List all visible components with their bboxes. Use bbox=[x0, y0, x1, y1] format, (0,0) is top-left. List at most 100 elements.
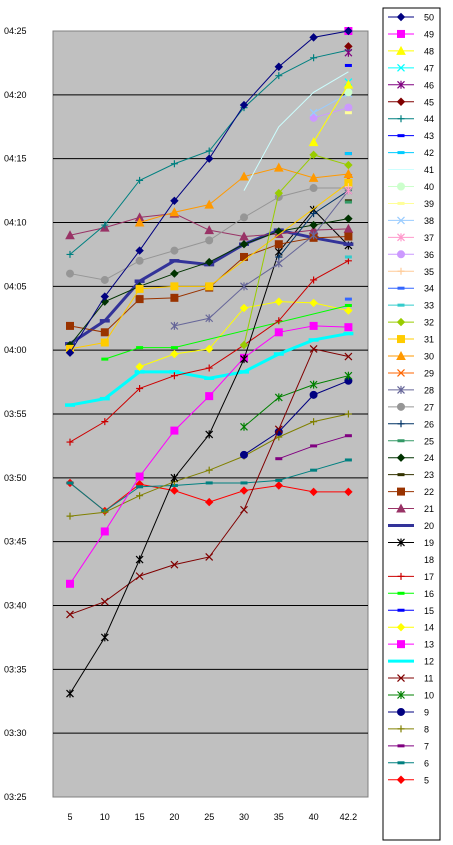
data-point bbox=[397, 402, 405, 411]
series-25 bbox=[344, 200, 352, 204]
legend-item-24: 24 bbox=[388, 453, 434, 463]
x-tick-label: 20 bbox=[169, 812, 179, 822]
data-point bbox=[274, 297, 284, 306]
legend-item-46: 46 bbox=[388, 80, 434, 90]
data-point bbox=[344, 63, 352, 67]
legend-label: 32 bbox=[424, 318, 434, 328]
data-point bbox=[310, 418, 318, 426]
data-point bbox=[170, 349, 179, 359]
data-point bbox=[205, 314, 214, 323]
legend-item-43: 43 bbox=[388, 131, 434, 141]
data-point bbox=[274, 240, 283, 249]
data-point bbox=[397, 473, 405, 477]
data-point bbox=[100, 275, 109, 284]
series-37 bbox=[344, 186, 353, 195]
data-point bbox=[309, 344, 318, 353]
data-point bbox=[100, 338, 109, 347]
legend-item-13: 13 bbox=[388, 640, 434, 650]
data-point bbox=[308, 137, 319, 147]
series-16 bbox=[101, 303, 352, 361]
data-point bbox=[275, 457, 283, 461]
legend-label: 7 bbox=[424, 741, 429, 751]
data-point bbox=[397, 233, 405, 242]
data-point bbox=[170, 282, 179, 291]
legend-label: 25 bbox=[424, 436, 434, 446]
legend-item-5: 5 bbox=[388, 775, 429, 785]
series-line bbox=[69, 182, 349, 350]
legend-label: 50 bbox=[424, 13, 434, 23]
data-point bbox=[344, 371, 353, 380]
data-point bbox=[397, 369, 405, 377]
data-point bbox=[344, 487, 353, 497]
data-point bbox=[309, 231, 318, 240]
data-point bbox=[344, 352, 353, 361]
data-point bbox=[101, 508, 109, 516]
data-point bbox=[66, 481, 74, 485]
data-point bbox=[65, 348, 75, 357]
data-point bbox=[396, 97, 406, 106]
data-point bbox=[397, 182, 405, 191]
data-point bbox=[397, 608, 405, 612]
data-point bbox=[170, 346, 178, 350]
data-point bbox=[135, 572, 144, 581]
legend-label: 15 bbox=[424, 606, 434, 616]
data-point bbox=[134, 217, 145, 227]
y-tick-label: 03:30 bbox=[4, 728, 27, 738]
legend-item-16: 16 bbox=[388, 589, 434, 599]
legend-label: 11 bbox=[424, 674, 433, 684]
series-41 bbox=[243, 71, 349, 191]
data-point bbox=[170, 196, 179, 206]
data-point bbox=[344, 255, 352, 259]
data-point bbox=[396, 12, 406, 22]
y-tick-label: 03:50 bbox=[4, 473, 27, 483]
legend-item-38: 38 bbox=[388, 216, 434, 226]
legend-item-41: 41 bbox=[388, 165, 434, 175]
data-point bbox=[66, 250, 74, 258]
data-point bbox=[205, 282, 214, 291]
data-point bbox=[239, 303, 249, 313]
data-point bbox=[240, 355, 248, 364]
data-point bbox=[397, 487, 405, 496]
y-tick-label: 04:00 bbox=[4, 345, 27, 355]
legend-item-40: 40 bbox=[388, 182, 434, 192]
legend-item-37: 37 bbox=[388, 233, 434, 243]
data-point bbox=[274, 188, 284, 198]
legend-label: 41 bbox=[424, 165, 434, 175]
legend-label: 45 bbox=[424, 97, 434, 107]
legend-item-20: 20 bbox=[388, 521, 434, 531]
legend-label: 46 bbox=[424, 80, 434, 90]
data-point bbox=[170, 486, 179, 495]
data-point bbox=[310, 210, 318, 218]
data-point bbox=[397, 63, 405, 72]
series-line bbox=[243, 375, 349, 428]
data-point bbox=[66, 269, 74, 278]
data-point bbox=[397, 115, 405, 123]
data-point bbox=[100, 527, 109, 536]
data-point bbox=[135, 256, 144, 265]
data-point bbox=[170, 269, 179, 278]
data-point bbox=[275, 478, 283, 482]
series-line bbox=[174, 190, 349, 327]
data-point bbox=[239, 340, 249, 350]
data-point bbox=[205, 481, 213, 485]
data-point bbox=[309, 487, 318, 497]
legend-item-18: 18 bbox=[424, 555, 434, 565]
data-point bbox=[100, 328, 109, 337]
legend-item-28: 28 bbox=[388, 385, 434, 395]
y-tick-label: 04:05 bbox=[4, 281, 27, 291]
data-point bbox=[397, 134, 405, 138]
data-point bbox=[397, 286, 405, 290]
y-axis-ticks: 03:25 03:30 03:35 03:40 03:45 03:50 03:55 04:00… bbox=[4, 26, 27, 802]
data-point bbox=[240, 450, 248, 459]
data-point bbox=[240, 282, 248, 291]
data-point bbox=[136, 346, 144, 350]
data-point bbox=[169, 207, 180, 217]
data-point bbox=[275, 72, 283, 80]
legend-label: 8 bbox=[424, 724, 429, 734]
series-33 bbox=[344, 255, 352, 259]
series-7 bbox=[275, 434, 352, 461]
legend-item-6: 6 bbox=[388, 758, 429, 768]
data-point bbox=[170, 321, 179, 330]
data-point bbox=[309, 108, 318, 117]
data-point bbox=[344, 186, 353, 195]
